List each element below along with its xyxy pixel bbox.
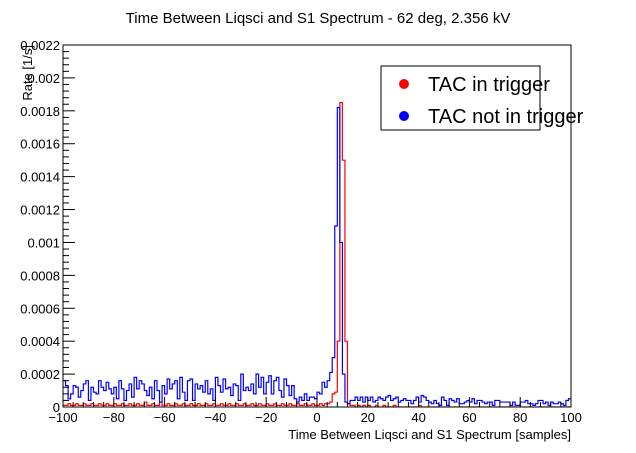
x-tick-label: −80 [103, 410, 125, 425]
x-axis: −100 −80 −60 −40 −20 0 20 40 60 80 100 [48, 397, 582, 425]
x-tick-label: 80 [513, 410, 527, 425]
y-axis: 0 0.0002 0.0004 0.0006 0.0008 0.001 0.0012 0.00… [20, 38, 75, 415]
legend-marker-tac-not-in-trigger [399, 111, 409, 121]
y-tick-label: 0.0016 [20, 137, 60, 152]
x-tick-label: 100 [560, 410, 582, 425]
y-tick-label: 0.002 [27, 71, 60, 86]
y-tick-label: 0.0014 [20, 170, 60, 185]
series-line-tac-not-in-trigger [63, 106, 571, 406]
y-axis-title: Rate [1/s] [20, 45, 35, 101]
x-tick-label: −20 [255, 410, 277, 425]
y-tick-label: 0.0008 [20, 268, 60, 283]
series-line-tac-in-trigger [63, 101, 571, 407]
y-tick-label: 0.0018 [20, 104, 60, 119]
legend-marker-tac-in-trigger [399, 79, 409, 89]
legend-label-tac-in-trigger: TAC in trigger [428, 74, 550, 96]
x-tick-label: 20 [361, 410, 375, 425]
x-tick-label: 40 [411, 410, 425, 425]
y-tick-label: 0.001 [27, 235, 60, 250]
x-tick-label: 60 [462, 410, 476, 425]
x-tick-label: −60 [154, 410, 176, 425]
y-tick-label: 0.0012 [20, 203, 60, 218]
y-tick-label: 0.0004 [20, 334, 60, 349]
y-tick-label: 0.0002 [20, 367, 60, 382]
x-tick-label: −40 [204, 410, 226, 425]
x-tick-label: 0 [313, 410, 320, 425]
y-tick-label: 0.0006 [20, 301, 60, 316]
legend-label-tac-not-in-trigger: TAC not in trigger [428, 106, 584, 128]
y-tick-label: 0.0022 [20, 38, 60, 53]
x-tick-label: −100 [48, 410, 77, 425]
y-tick-label: 0 [53, 400, 60, 415]
x-axis-title: Time Between Liqsci and S1 Spectrum [sam… [288, 427, 571, 442]
legend: TAC in trigger TAC not in trigger [380, 65, 584, 131]
chart-title: Time Between Liqsci and S1 Spectrum - 62… [126, 10, 511, 27]
